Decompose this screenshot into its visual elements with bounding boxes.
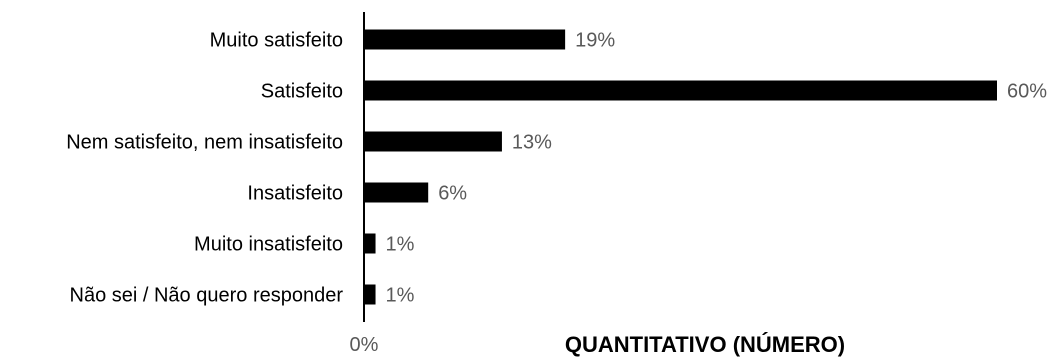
- category-label: Insatisfeito: [247, 183, 343, 205]
- category-labels-group: Muito satisfeito Satisfeito Nem satisfeito…: [66, 30, 343, 307]
- data-label: 60%: [1007, 81, 1047, 103]
- category-label: Nem satisfeito, nem insatisfeito: [66, 132, 343, 154]
- value-labels-group: 19% 60% 13% 6% 1% 1%: [386, 30, 1048, 307]
- category-label: Muito satisfeito: [210, 30, 343, 52]
- category-label: Não sei / Não quero responder: [70, 285, 344, 307]
- bar: [365, 132, 502, 152]
- bars-group: [365, 30, 997, 305]
- bar: [365, 285, 376, 305]
- x-tick-label: 0%: [350, 334, 379, 356]
- x-axis-title: QUANTITATIVO (NÚMERO): [565, 332, 845, 357]
- bar: [365, 183, 428, 203]
- data-label: 1%: [386, 234, 415, 256]
- bar: [365, 234, 376, 254]
- bar: [365, 81, 997, 101]
- data-label: 1%: [386, 285, 415, 307]
- data-label: 19%: [575, 30, 615, 52]
- category-label: Muito insatisfeito: [194, 234, 343, 256]
- bar: [365, 30, 565, 50]
- data-label: 13%: [512, 132, 552, 154]
- category-label: Satisfeito: [261, 81, 343, 103]
- data-label: 6%: [438, 183, 467, 205]
